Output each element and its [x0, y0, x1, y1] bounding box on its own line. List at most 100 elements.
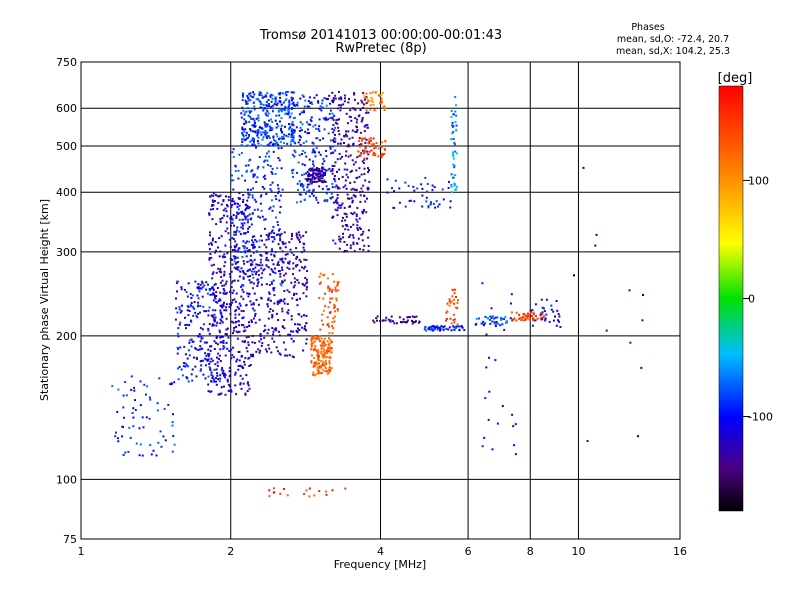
data-point — [247, 114, 250, 117]
data-point — [241, 255, 244, 258]
data-point — [179, 321, 182, 324]
data-point — [192, 340, 195, 343]
data-point — [269, 128, 272, 130]
data-point — [363, 194, 365, 197]
data-point — [187, 380, 190, 383]
data-point — [293, 292, 296, 295]
data-point — [271, 316, 274, 319]
data-point — [255, 129, 258, 132]
data-point — [255, 181, 258, 183]
data-point — [453, 182, 456, 185]
data-point — [218, 329, 221, 332]
data-point — [252, 91, 255, 94]
data-point — [254, 238, 257, 241]
data-point — [336, 107, 339, 110]
data-point — [383, 105, 386, 108]
data-point — [217, 299, 220, 302]
data-point — [257, 131, 259, 134]
data-point — [241, 212, 244, 215]
data-point — [181, 304, 183, 307]
data-point — [198, 348, 201, 351]
data-point — [274, 139, 277, 142]
data-point — [332, 97, 335, 100]
data-point — [267, 297, 270, 300]
data-point — [271, 313, 274, 316]
data-point — [200, 368, 203, 371]
data-point — [359, 228, 362, 230]
data-point — [245, 207, 247, 210]
data-point — [227, 336, 230, 339]
data-point — [305, 322, 308, 325]
data-point — [295, 257, 298, 260]
data-point — [231, 292, 234, 295]
data-point — [237, 197, 240, 200]
data-point — [481, 322, 484, 325]
data-point — [328, 112, 331, 115]
data-point — [326, 373, 329, 375]
data-point — [265, 101, 268, 103]
data-point — [231, 217, 234, 220]
data-point — [334, 186, 337, 189]
data-point — [452, 163, 455, 166]
data-point — [310, 178, 313, 181]
data-point — [310, 182, 313, 185]
data-point — [149, 398, 152, 401]
data-point — [322, 137, 325, 140]
data-point — [244, 392, 247, 395]
data-point — [130, 388, 133, 391]
data-point — [224, 261, 227, 264]
data-point — [293, 131, 296, 134]
data-point — [299, 260, 302, 263]
data-point — [240, 285, 243, 288]
data-point — [351, 107, 354, 110]
data-point — [299, 121, 302, 124]
data-point — [299, 143, 302, 146]
data-point — [436, 328, 439, 331]
data-point — [264, 133, 267, 136]
data-point — [352, 142, 355, 145]
data-point — [220, 275, 223, 278]
data-point — [176, 311, 179, 314]
data-point — [253, 130, 256, 133]
data-point — [257, 165, 260, 168]
data-point — [266, 125, 269, 128]
data-point — [258, 351, 261, 354]
data-point — [245, 374, 248, 377]
data-point — [268, 292, 271, 295]
data-point — [369, 100, 372, 103]
data-point — [298, 113, 301, 116]
data-point — [265, 238, 268, 241]
data-point — [302, 95, 305, 98]
data-point — [322, 340, 325, 343]
data-point — [255, 240, 258, 243]
data-point — [238, 302, 241, 305]
data-point — [336, 281, 339, 284]
data-point — [222, 339, 225, 342]
data-point — [445, 311, 448, 314]
data-point — [296, 236, 299, 239]
data-point — [214, 241, 217, 243]
data-point — [291, 297, 294, 300]
data-point — [130, 375, 133, 378]
data-point — [305, 140, 308, 143]
data-point — [259, 349, 262, 352]
data-point — [288, 291, 291, 294]
data-point — [246, 95, 249, 97]
data-point — [297, 281, 300, 284]
data-point — [332, 101, 334, 104]
data-point — [356, 156, 359, 159]
data-point — [238, 275, 241, 278]
data-point — [381, 141, 384, 144]
data-point — [243, 245, 246, 248]
data-point — [230, 281, 233, 284]
data-point — [366, 126, 369, 129]
data-point — [420, 183, 423, 186]
data-point — [322, 172, 325, 174]
data-point — [240, 324, 243, 327]
data-point — [219, 309, 222, 312]
data-point — [288, 354, 291, 357]
data-point — [254, 312, 257, 315]
data-point — [292, 104, 295, 107]
data-point — [338, 247, 341, 250]
data-point — [214, 363, 217, 366]
